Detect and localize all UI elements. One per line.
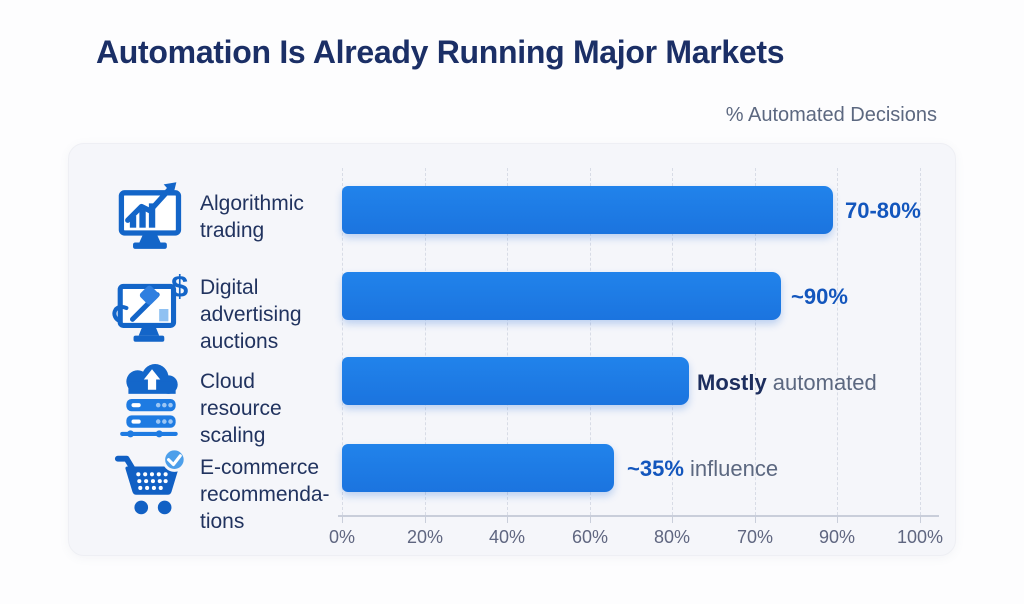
page-title: Automation Is Already Running Major Mark… xyxy=(96,34,785,70)
cart-check-icon xyxy=(112,448,190,524)
tick-mark xyxy=(837,517,838,523)
value-strong: Mostly xyxy=(697,370,767,395)
value-label: ~35% influence xyxy=(627,456,778,482)
gridline xyxy=(342,168,343,515)
x-tick-label: 100% xyxy=(896,527,944,547)
category-label-line: trading xyxy=(200,219,265,242)
monitor-auction-dollar-icon: $ xyxy=(112,268,192,350)
category-label-line: Cloud xyxy=(200,370,255,393)
x-tick-label: 90% xyxy=(818,527,856,547)
category-label-line: recommenda- xyxy=(200,483,330,506)
value-strong: 70-80% xyxy=(845,198,921,223)
cloud-server-icon xyxy=(116,362,186,438)
category-label-line: tions xyxy=(200,510,245,533)
value-rest: influence xyxy=(683,456,779,481)
x-tick-label: 20% xyxy=(406,527,444,547)
bar-cloud-scaling xyxy=(342,357,689,405)
bar-ecommerce-recommendations xyxy=(342,444,614,492)
bar-track xyxy=(342,186,920,234)
tick-mark xyxy=(342,517,343,523)
tick-mark xyxy=(507,517,508,523)
x-tick-label: 70% xyxy=(736,527,774,547)
category-label-line: E-commerce xyxy=(200,456,320,479)
category-label-line: Algorithmic xyxy=(200,192,304,215)
value-label: ~90% xyxy=(791,284,848,310)
gridline xyxy=(920,168,921,515)
x-tick-label: 60% xyxy=(571,527,609,547)
x-tick-label: 80% xyxy=(653,527,691,547)
gridline xyxy=(425,168,426,515)
value-strong: ~90% xyxy=(791,284,848,309)
x-tick-label: 0% xyxy=(328,527,355,547)
category-label-line: resource xyxy=(200,397,282,420)
svg-text:$: $ xyxy=(171,269,188,304)
gridline xyxy=(755,168,756,515)
value-rest: automated xyxy=(766,370,877,395)
gridline xyxy=(590,168,591,515)
gridline xyxy=(672,168,673,515)
value-label: Mostly automated xyxy=(697,370,877,396)
gridline xyxy=(507,168,508,515)
gridline xyxy=(837,168,838,515)
value-label: 70-80% xyxy=(845,198,921,224)
tick-mark xyxy=(920,517,921,523)
tick-mark xyxy=(672,517,673,523)
x-tick-label: 40% xyxy=(488,527,526,547)
bar-track xyxy=(342,444,920,492)
tick-mark xyxy=(755,517,756,523)
bar-track xyxy=(342,357,920,405)
category-label: Cloud resource scaling xyxy=(200,368,282,449)
bar-track xyxy=(342,272,920,320)
monitor-chart-icon xyxy=(114,178,188,252)
x-axis-line xyxy=(338,515,939,517)
bar-algorithmic-trading xyxy=(342,186,834,234)
axis-caption: % Automated Decisions xyxy=(725,104,937,126)
category-label-line: advertising xyxy=(200,303,302,326)
plot-area xyxy=(342,168,921,515)
value-strong: ~35% xyxy=(627,456,684,481)
bar-digital-advertising xyxy=(342,272,782,320)
category-label-line: scaling xyxy=(200,424,266,447)
category-label: E-commerce recommenda- tions xyxy=(200,454,330,535)
category-label: Algorithmic trading xyxy=(200,190,304,244)
category-label: Digital advertising auctions xyxy=(200,274,302,355)
category-label-line: Digital xyxy=(200,276,259,299)
tick-mark xyxy=(590,517,591,523)
category-label-line: auctions xyxy=(200,330,279,353)
tick-mark xyxy=(425,517,426,523)
